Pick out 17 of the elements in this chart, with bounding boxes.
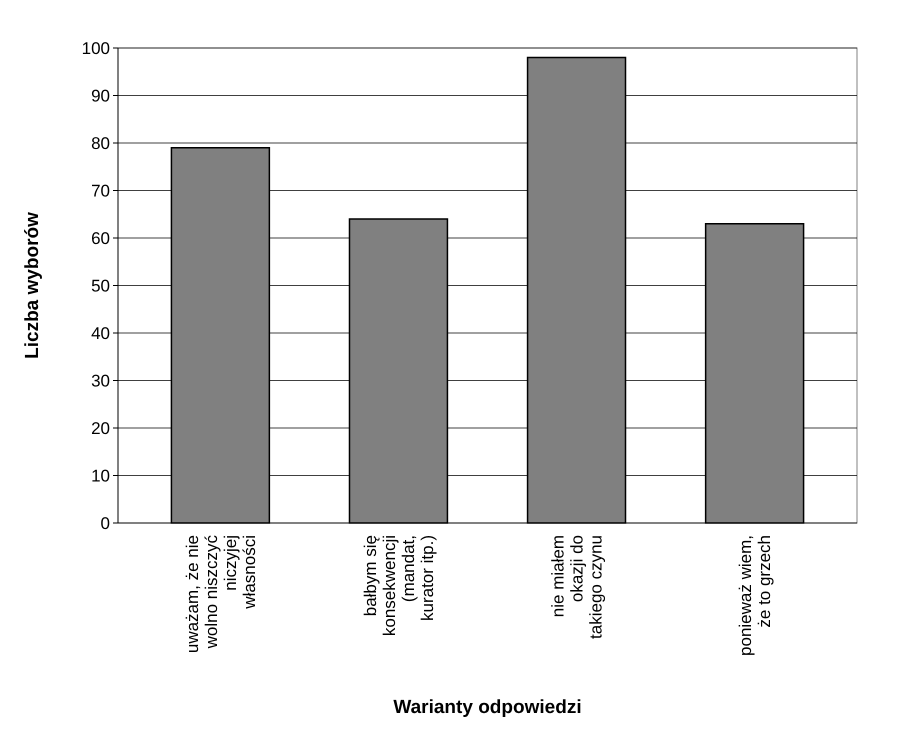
x-tick-label: nie miałem okazji do takiego czynu	[548, 535, 606, 639]
y-tick-label: 40	[91, 324, 110, 343]
y-tick-label: 80	[91, 134, 110, 153]
y-tick-label: 0	[100, 514, 110, 533]
y-tick-label: 100	[82, 38, 110, 58]
y-tick-label: 60	[91, 228, 110, 248]
x-tick-label: uważam, że nie wolno niszczyć niczyjej własności	[182, 534, 259, 654]
y-tick-label: 30	[91, 371, 110, 390]
y-tick-label: 50	[91, 276, 110, 296]
y-tick-label: 10	[91, 466, 110, 486]
x-tick-label: ponieważ wiem, że to grzech	[736, 535, 774, 656]
y-tick-label: 70	[91, 181, 110, 200]
x-tick-label: bałbym się konsekwencji (mandat, kurator itp.)	[360, 535, 437, 636]
x-axis-title: Warianty odpowiedzi	[393, 697, 582, 718]
y-tick-label: 20	[91, 418, 110, 438]
y-axis-title: Liczba wyborów	[22, 212, 43, 359]
y-tick-label: 90	[91, 86, 110, 106]
